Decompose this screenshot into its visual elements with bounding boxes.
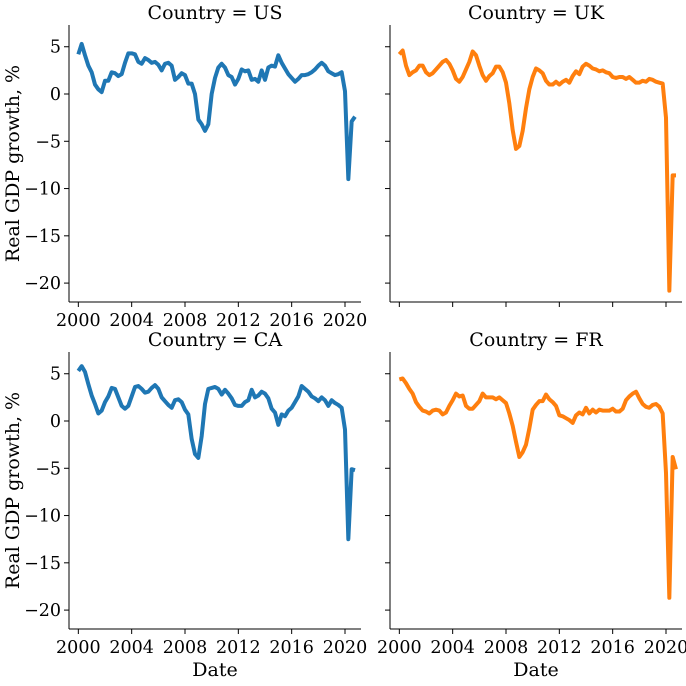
panel-1-y-tick-label: −10 bbox=[24, 180, 61, 200]
panel-3-y-tick-label: 5 bbox=[50, 365, 61, 385]
panel-4-x-tick-label: 2004 bbox=[430, 638, 475, 658]
panel-1-x-tick-label: 2012 bbox=[216, 311, 261, 331]
panel-1-y-tick-label: −5 bbox=[35, 132, 61, 152]
panel-3: Country = CA 5 0 −5 −10 −15 −20 2000 2004 2008 201… bbox=[2, 329, 367, 681]
panel-1-gdp-line-us bbox=[76, 41, 357, 182]
panel-4-x-tick-label: 2020 bbox=[644, 638, 686, 658]
panel-3-y-tick-label: −20 bbox=[24, 601, 61, 621]
panel-3-x-tick-label: 2004 bbox=[109, 638, 154, 658]
panel-1: Country = US 5 0 −5 −10 −15 −20 2000 2004 2008 201… bbox=[2, 2, 367, 331]
panel-4-x-tick-label: 2008 bbox=[484, 638, 529, 658]
panel-3-gdp-line-ca bbox=[76, 364, 356, 542]
panel-3-x-tick-label: 2000 bbox=[56, 638, 101, 658]
panel-2-title: Country = UK bbox=[468, 2, 605, 24]
panel-4-x-tick-label: 2012 bbox=[537, 638, 582, 658]
panel-1-y-axis-label: Real GDP growth, % bbox=[2, 65, 24, 262]
panel-4: Country = FR 2000 2004 2008 2012 2016 2020 Date bbox=[377, 329, 686, 681]
panel-1-x-tick-label: 2020 bbox=[323, 311, 368, 331]
panel-3-y-tick-label: −15 bbox=[24, 554, 61, 574]
panel-4-x-axis-label: Date bbox=[513, 659, 558, 681]
panel-3-x-tick-label: 2012 bbox=[216, 638, 261, 658]
panel-4-gdp-line-fr bbox=[398, 376, 678, 600]
panel-3-y-tick-label: −5 bbox=[35, 459, 61, 479]
panel-4-x-tick-label: 2000 bbox=[377, 638, 422, 658]
panel-4-title: Country = FR bbox=[469, 329, 603, 351]
panel-3-x-tick-label: 2016 bbox=[269, 638, 314, 658]
panel-3-y-axis-label: Real GDP growth, % bbox=[2, 392, 24, 589]
panel-3-x-axis-label: Date bbox=[192, 659, 237, 681]
panel-1-y-tick-label: 0 bbox=[50, 85, 61, 105]
panel-1-y-tick-label: −20 bbox=[24, 274, 61, 294]
panel-3-x-tick-label: 2008 bbox=[163, 638, 208, 658]
panel-2-gdp-line-uk bbox=[397, 48, 676, 293]
panel-2: Country = UK bbox=[385, 2, 682, 307]
panel-1-x-tick-label: 2004 bbox=[109, 311, 154, 331]
panel-3-y-tick-label: 0 bbox=[50, 412, 61, 432]
panel-1-y-tick-label: −15 bbox=[24, 227, 61, 247]
panel-1-y-tick-label: 5 bbox=[50, 38, 61, 58]
panel-3-x-tick-label: 2020 bbox=[323, 638, 368, 658]
panel-3-title: Country = CA bbox=[148, 329, 282, 351]
panel-3-y-tick-label: −10 bbox=[24, 507, 61, 527]
panel-1-x-tick-label: 2016 bbox=[269, 311, 314, 331]
panel-4-x-tick-label: 2016 bbox=[590, 638, 635, 658]
panel-1-x-tick-label: 2000 bbox=[56, 311, 101, 331]
panel-1-title: Country = US bbox=[148, 2, 283, 24]
panel-1-x-tick-label: 2008 bbox=[163, 311, 208, 331]
